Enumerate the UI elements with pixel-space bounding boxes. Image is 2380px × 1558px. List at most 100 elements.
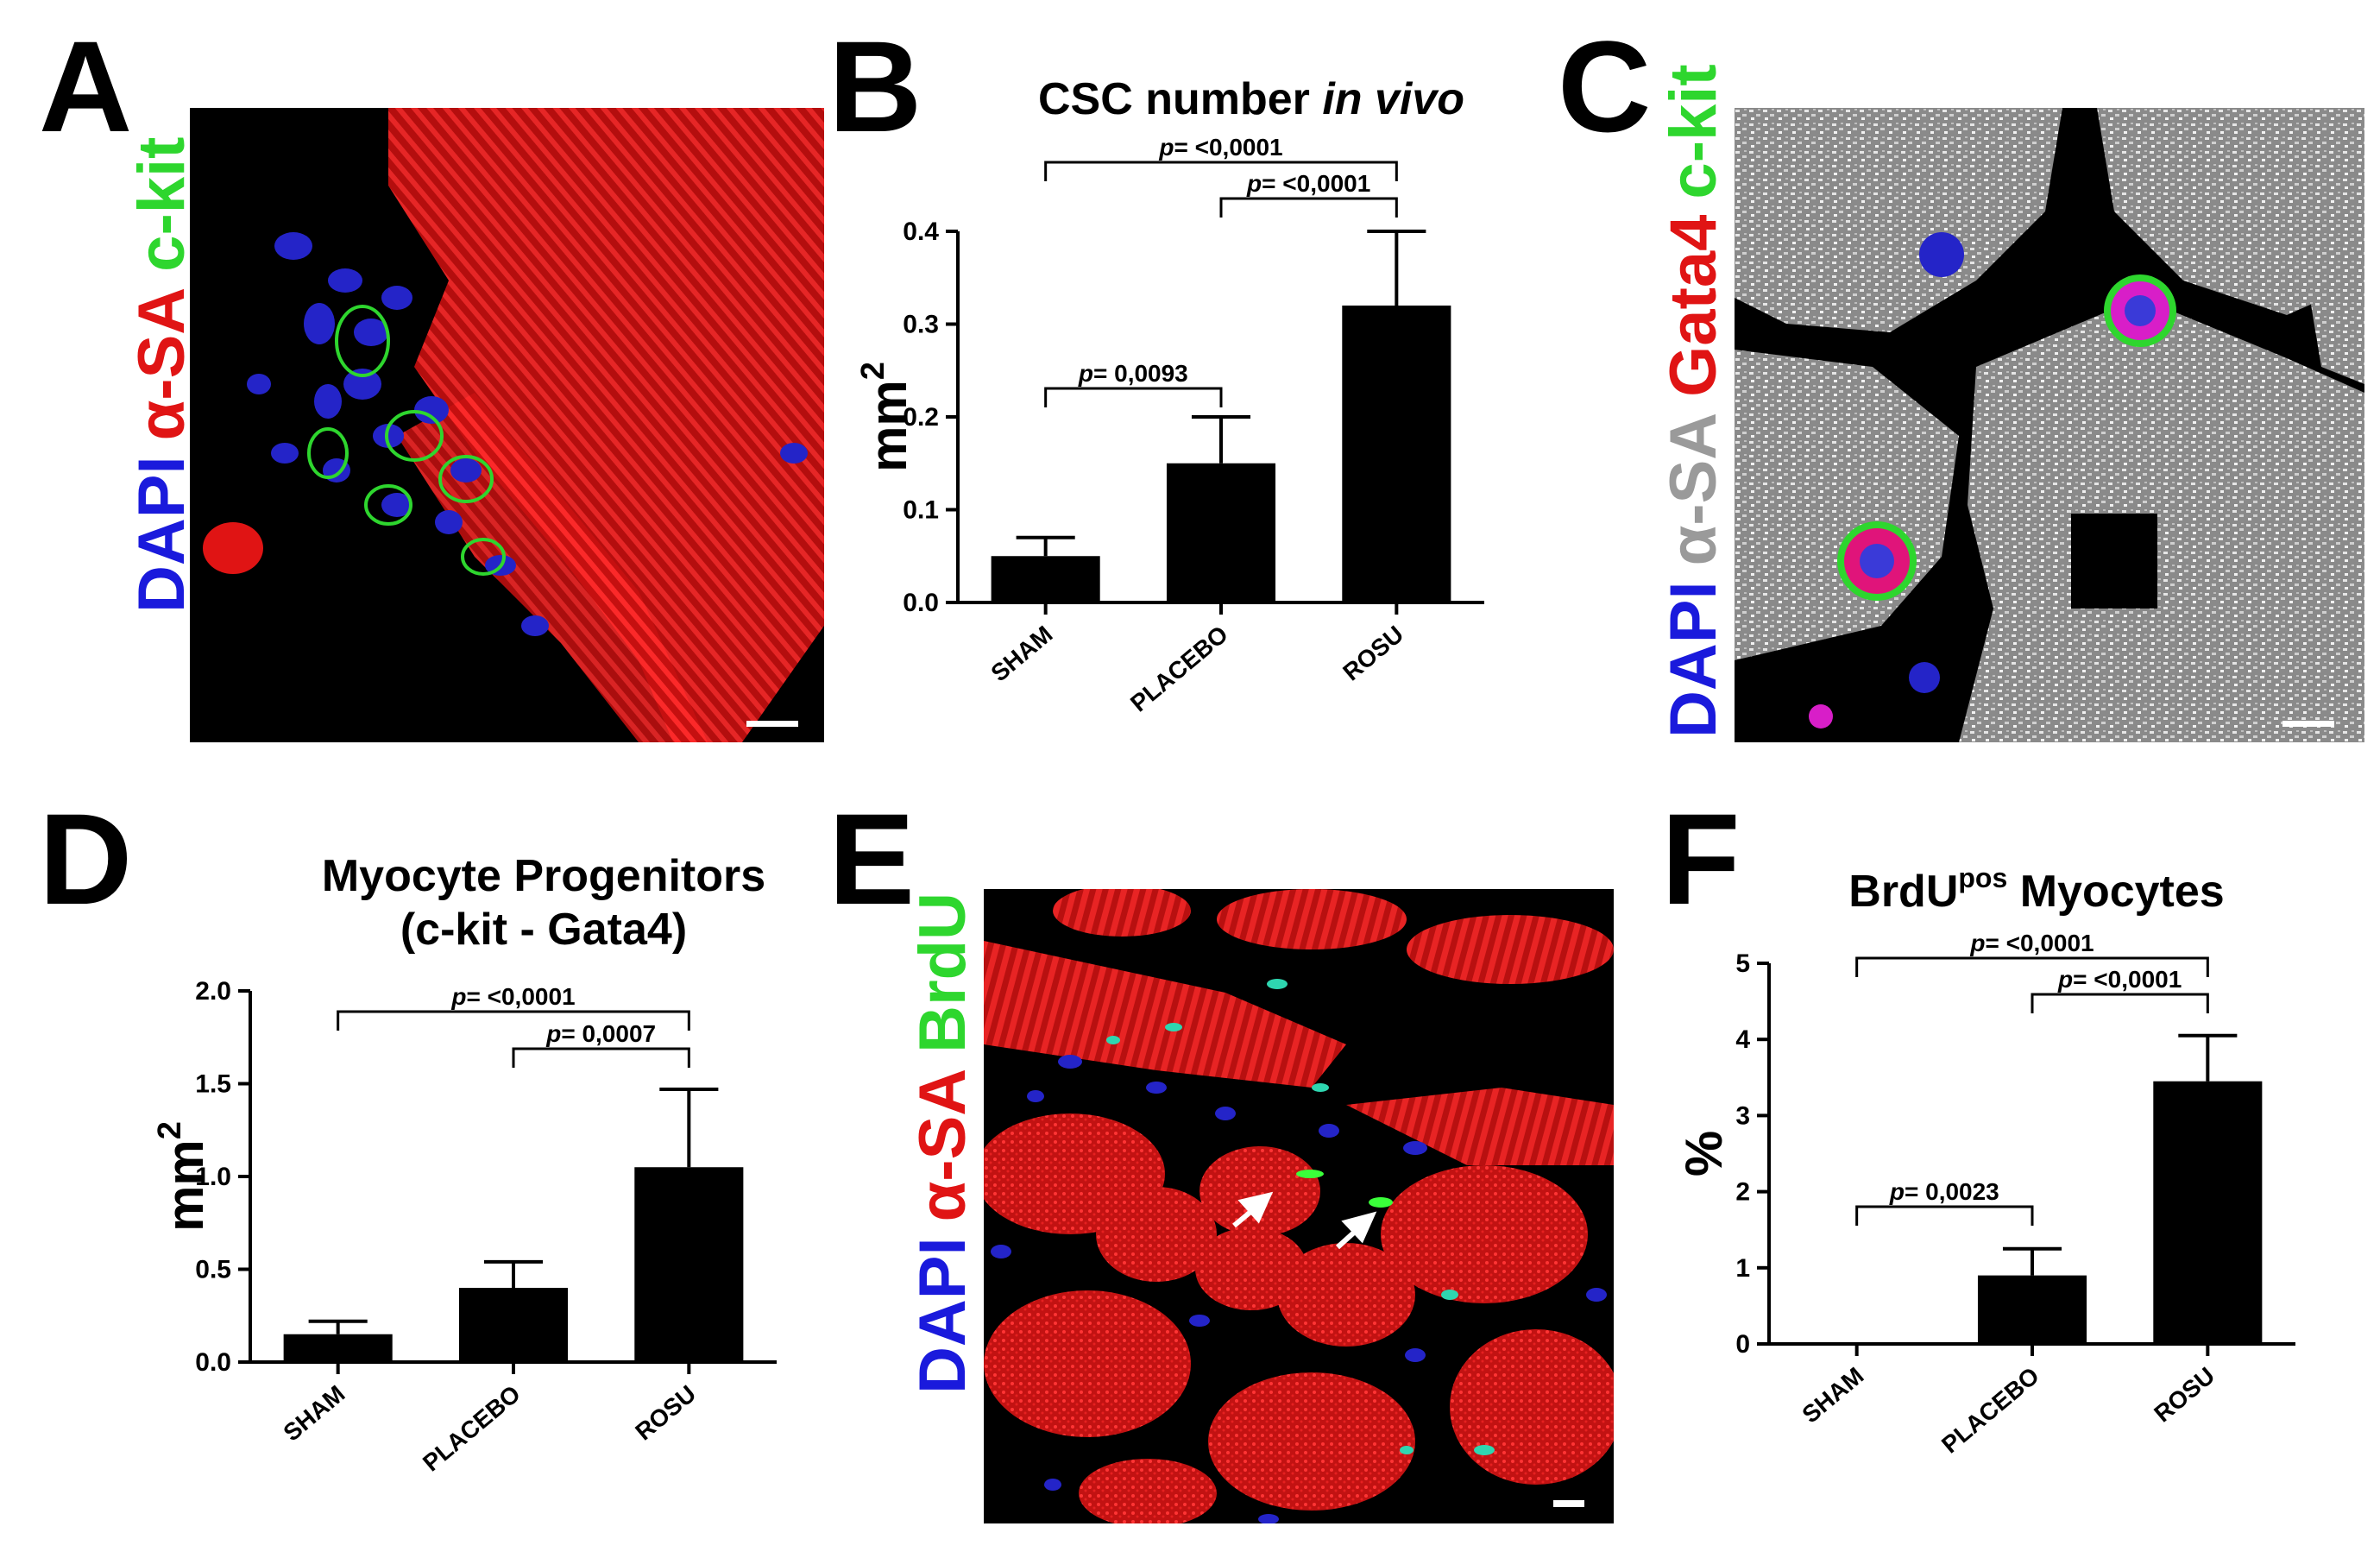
panel-letter-f: F — [1661, 786, 1741, 931]
p-value-text: = <0,0001 — [466, 983, 575, 1010]
significance-bracket — [1855, 1205, 2034, 1226]
p-value-text: = 0,0093 — [1093, 360, 1188, 387]
p-value-prefix: p — [545, 1020, 561, 1047]
chart-title: BrdUpos Myocytes — [1848, 862, 2224, 917]
p-value-prefix: p — [1078, 360, 1093, 387]
y-tick-label: 4 — [1735, 1025, 1750, 1054]
y-tick-label: 5 — [1735, 949, 1750, 978]
y-tick-label: 0.5 — [195, 1256, 231, 1284]
bar — [1977, 1275, 2087, 1344]
p-value-label: p= <0,0001 — [1969, 930, 2094, 956]
p-value-text: = 0,0023 — [1905, 1178, 1999, 1205]
chart-title: Myocyte Progenitors — [322, 851, 765, 901]
channel-labels-c: DAPI α-SA Gata4 c-kit — [1657, 48, 1730, 738]
chart-d-svg: Myocyte Progenitors(c-kit - Gata4) mm2 0.0… — [152, 851, 777, 1477]
micrograph-c-image — [1735, 108, 2364, 742]
chart-title-main: Myocyte Progenitors — [322, 851, 765, 901]
p-value-text: = 0,0007 — [561, 1020, 656, 1047]
chart-title-superscript: pos — [1958, 862, 2007, 893]
bar — [991, 556, 1100, 602]
chart-title-suffix: Myocytes — [2007, 867, 2224, 917]
micrograph-e-image — [984, 889, 1614, 1523]
y-axis-label: mm2 — [855, 362, 917, 472]
chart-b-svg: CSC number in vivo mm2 0.0 0.1 0.2 0.3 0.4 SHAM… — [855, 74, 1484, 717]
x-tick-label: PLACEBO — [1936, 1362, 2044, 1459]
chart-title-line2: (c-kit - Gata4) — [400, 905, 687, 955]
panel-letter-e: E — [828, 786, 916, 931]
x-tick-label: SHAM — [985, 621, 1057, 687]
p-value-prefix: p — [1246, 170, 1262, 197]
p-value-label: p= <0,0001 — [1246, 170, 1370, 197]
chart-d: Myocyte Progenitors (c-kit - Gata4) mm2 0.0… — [121, 829, 820, 1528]
channel-labels-e: DAPI α-SA BrdU — [906, 877, 979, 1394]
p-value-prefix: p — [1158, 134, 1174, 161]
y-axis-label-superscript: 2 — [152, 1121, 188, 1139]
chart-title-italic: in vivo — [1310, 74, 1464, 124]
chart-b: CSC number in vivo mm2 0.0 0.1 0.2 0.3 0.4 SHAM… — [828, 69, 1562, 760]
y-tick-label: 2 — [1735, 1178, 1750, 1207]
y-tick-label: 3 — [1735, 1101, 1750, 1130]
channel-label-asa: α-SA — [906, 1068, 979, 1222]
p-value-label: p= <0,0001 — [2057, 966, 2182, 993]
y-axis-label-text: mm — [859, 380, 917, 472]
y-tick-label: 1 — [1735, 1254, 1750, 1283]
x-tick-label: ROSU — [630, 1380, 701, 1446]
chart-title-main: BrdU — [1848, 867, 1958, 917]
channel-label-dapi: DAPI — [1657, 581, 1730, 738]
y-axis-label-text: % — [1675, 1131, 1733, 1176]
channel-label-gata4: Gata4 — [1657, 214, 1730, 397]
chart-title: CSC number in vivo — [1038, 74, 1464, 124]
channel-label-ckit: c-kit — [125, 136, 198, 272]
bar — [458, 1288, 569, 1362]
channel-label-dapi: DAPI — [906, 1237, 979, 1394]
p-value-prefix: p — [2057, 966, 2073, 993]
y-axis-label-superscript: 2 — [855, 362, 891, 380]
channel-label-ckit: c-kit — [1657, 64, 1730, 199]
p-value-text: = <0,0001 — [2073, 966, 2182, 993]
significance-bracket — [512, 1047, 690, 1068]
p-value-label: p= <0,0001 — [450, 983, 575, 1010]
y-tick-label: 0.1 — [903, 496, 939, 525]
x-tick-label: PLACEBO — [1125, 621, 1233, 717]
x-tick-label: ROSU — [2149, 1362, 2219, 1428]
y-tick-label: 0.0 — [195, 1348, 231, 1377]
channel-label-brdu: BrdU — [906, 893, 979, 1053]
panel-letter-c: C — [1558, 14, 1652, 159]
micrograph-a-image — [203, 108, 824, 742]
p-value-prefix: p — [450, 983, 466, 1010]
micrograph-a — [190, 108, 824, 742]
micrograph-c — [1735, 108, 2364, 742]
y-tick-label: 0.2 — [903, 403, 939, 432]
y-axis-label: % — [1675, 1131, 1733, 1176]
y-tick-label: 0.4 — [903, 218, 939, 246]
channel-label-dapi: DAPI — [125, 456, 198, 613]
x-tick-label: PLACEBO — [418, 1380, 526, 1477]
significance-bracket — [337, 1010, 690, 1031]
x-tick-label: ROSU — [1338, 621, 1408, 686]
significance-bracket — [2031, 993, 2209, 1013]
channel-label-asa: α-SA — [1657, 412, 1730, 566]
x-tick-label: SHAM — [278, 1380, 349, 1447]
bar — [2153, 1081, 2263, 1344]
y-axis-label-text: mm — [156, 1139, 214, 1232]
scale-bar-c — [2282, 721, 2334, 727]
p-value-label: p= <0,0001 — [1158, 134, 1282, 161]
bar — [1166, 463, 1276, 602]
bar — [1342, 306, 1451, 602]
x-tick-label: SHAM — [1797, 1362, 1868, 1429]
y-tick-label: 0.0 — [903, 589, 939, 617]
p-value-prefix: p — [1889, 1178, 1905, 1205]
y-tick-label: 2.0 — [195, 977, 231, 1006]
scale-bar-a — [746, 721, 798, 727]
chart-title-main: CSC number — [1038, 74, 1310, 124]
p-value-label: p= 0,0023 — [1889, 1178, 1999, 1205]
p-value-text: = <0,0001 — [1174, 134, 1282, 161]
y-axis-label: mm2 — [152, 1121, 214, 1232]
p-value-label: p= 0,0007 — [545, 1020, 656, 1047]
panel-letter-d: D — [39, 786, 133, 931]
scale-bar-e — [1553, 1500, 1584, 1507]
bar — [634, 1167, 744, 1362]
y-tick-label: 1.5 — [195, 1070, 231, 1099]
significance-bracket — [1219, 197, 1398, 218]
